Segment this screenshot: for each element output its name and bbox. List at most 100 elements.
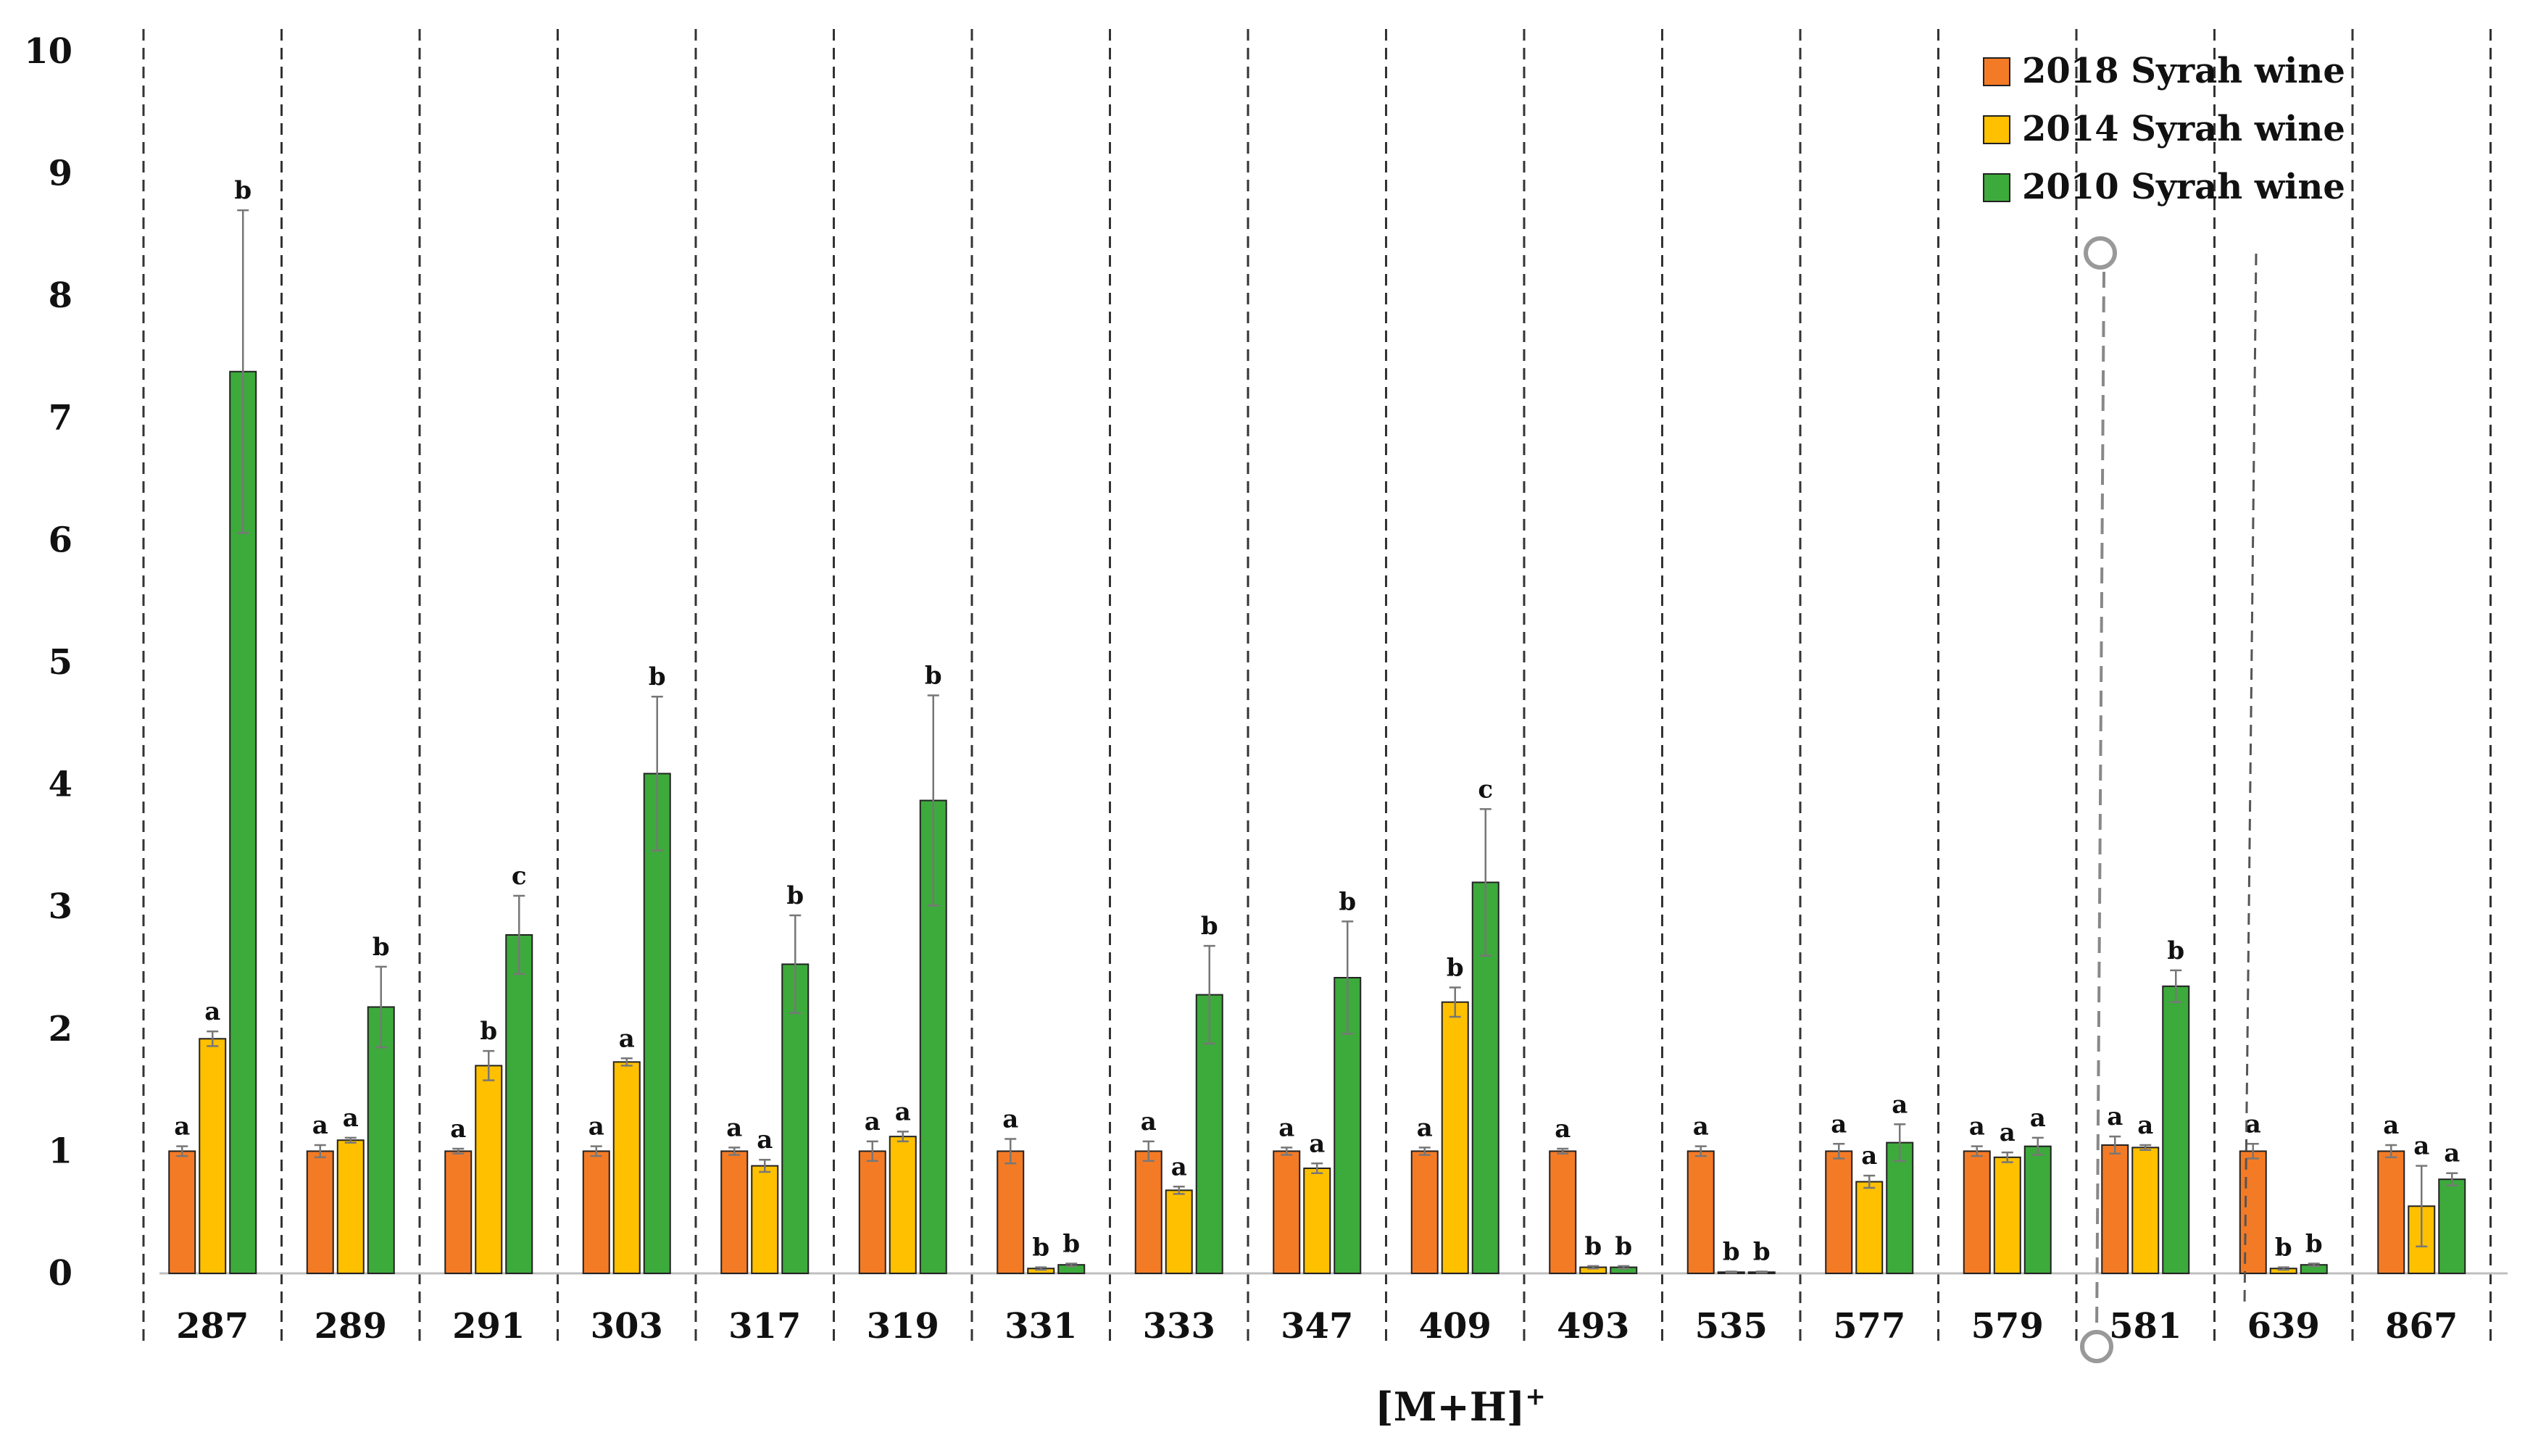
significance-letter: a: [588, 1112, 604, 1141]
overlay-dashed-line: [2243, 253, 2258, 1305]
category-label: 333: [1143, 1306, 1215, 1347]
category-label: 317: [728, 1306, 801, 1347]
significance-letter: a: [1171, 1152, 1187, 1181]
error-bars-group: [176, 209, 2458, 1274]
significance-letter: a: [726, 1113, 742, 1142]
category-label: 287: [176, 1306, 249, 1347]
category-label: 577: [1833, 1306, 1905, 1347]
significance-letter: b: [925, 662, 942, 691]
y-tick-label: 8: [49, 275, 72, 316]
significance-letter: a: [865, 1107, 881, 1136]
significance-letter: a: [204, 997, 220, 1026]
significance-letter: b: [1062, 1230, 1080, 1259]
significance-letter: a: [1002, 1105, 1018, 1134]
category-label: 289: [315, 1306, 387, 1347]
bar-mark: [2023, 1145, 2052, 1274]
overlay-handle-top: [2084, 236, 2117, 270]
category-label: 291: [452, 1306, 525, 1347]
bar-mark: [444, 1150, 473, 1275]
y-tick-label: 9: [49, 154, 72, 194]
significance-letter: b: [649, 662, 666, 691]
x-axis-title: [M+H]+: [1375, 1382, 1546, 1430]
significance-letter: b: [1032, 1234, 1049, 1262]
bar-mark: [367, 1006, 395, 1275]
significance-letter: b: [234, 176, 251, 205]
category-label: 331: [1004, 1306, 1077, 1347]
significance-letter: b: [1723, 1237, 1740, 1266]
significance-letter: b: [480, 1017, 497, 1046]
legend-label: 2014 Syrah wine: [2022, 109, 2345, 149]
significance-letter: b: [1584, 1232, 1602, 1261]
significance-letter: a: [1309, 1129, 1325, 1158]
overlay-decoration: [2080, 236, 2258, 1363]
bar-mark: [1549, 1150, 1577, 1275]
significance-letter: b: [1447, 953, 1464, 982]
y-axis: 0 1 2 3 4 5 6 7 8 9 10: [24, 31, 2508, 1294]
bar-mark: [306, 1150, 334, 1275]
significance-letter: a: [1831, 1110, 1847, 1139]
bar-mark: [1410, 1150, 1439, 1275]
significance-letter: a: [1969, 1112, 1985, 1141]
legend-label: 2018 Syrah wine: [2022, 51, 2345, 91]
bar-mark: [997, 1150, 1025, 1275]
bar-mark: [1686, 1150, 1715, 1275]
y-tick-label: 4: [49, 765, 72, 805]
significance-letter: b: [786, 881, 804, 910]
bar-mark: [1886, 1141, 1914, 1275]
bar-mark: [2438, 1178, 2466, 1274]
significance-letter: b: [2275, 1234, 2292, 1262]
significance-letter: b: [2167, 936, 2184, 965]
legend-swatch: [1983, 57, 2010, 86]
significance-letter: a: [1141, 1107, 1157, 1136]
y-tick-label: 3: [49, 886, 72, 927]
bar-mark: [199, 1038, 227, 1274]
significance-letter: c: [512, 862, 527, 891]
significance-letter: a: [2383, 1111, 2399, 1140]
y-tick-label: 10: [24, 31, 72, 72]
significance-letter: b: [2305, 1230, 2323, 1259]
significance-letter: b: [1201, 912, 1218, 941]
bar-mark: [1855, 1181, 1884, 1275]
category-label: 639: [2247, 1306, 2320, 1347]
significance-letter: a: [174, 1112, 190, 1141]
legend-swatch: [1983, 115, 2010, 144]
significance-letter: c: [1478, 775, 1493, 804]
category-label: 347: [1281, 1306, 1353, 1347]
bar-mark: [643, 773, 671, 1274]
y-tick-label: 1: [49, 1131, 72, 1171]
category-label: 493: [1557, 1306, 1629, 1347]
bar-mark: [889, 1136, 917, 1274]
significance-letter: a: [343, 1104, 359, 1133]
significance-letter: a: [2030, 1104, 2046, 1133]
bar-mark: [1303, 1168, 1331, 1275]
bar-mark: [1134, 1150, 1162, 1275]
significance-letter: a: [1555, 1115, 1571, 1144]
category-label: 319: [867, 1306, 939, 1347]
bar-mark: [2131, 1147, 2160, 1275]
legend: 2018 Syrah wine 2014 Syrah wine 2010 Syrah…: [1983, 51, 2345, 207]
bar-mark: [1963, 1150, 1991, 1275]
bar-mark: [1993, 1156, 2021, 1274]
significance-letter: a: [1417, 1113, 1433, 1142]
significance-letter: a: [619, 1024, 635, 1053]
bar-mark: [336, 1139, 365, 1274]
bar-mark: [751, 1165, 779, 1274]
x-axis-categories: 287 289 291 303 317 319 331 333 347 409 493 535 577 5…: [176, 1306, 2458, 1347]
category-label: 535: [1695, 1306, 1768, 1347]
category-label: 409: [1419, 1306, 1492, 1347]
category-label: 581: [2109, 1306, 2181, 1347]
bar-mark: [858, 1150, 886, 1275]
bar-mark: [2101, 1144, 2129, 1274]
overlay-connector-line: [2095, 271, 2105, 1334]
y-tick-label: 7: [49, 398, 72, 438]
bar-mark: [2162, 985, 2190, 1275]
y-tick-label: 5: [49, 642, 72, 683]
significance-letter: a: [2137, 1111, 2153, 1140]
bar-mark: [1165, 1189, 1193, 1275]
significance-letter: a: [895, 1097, 911, 1126]
category-label: 867: [2385, 1306, 2458, 1347]
legend-label: 2010 Syrah wine: [2022, 167, 2345, 207]
bar-mark: [505, 933, 533, 1275]
